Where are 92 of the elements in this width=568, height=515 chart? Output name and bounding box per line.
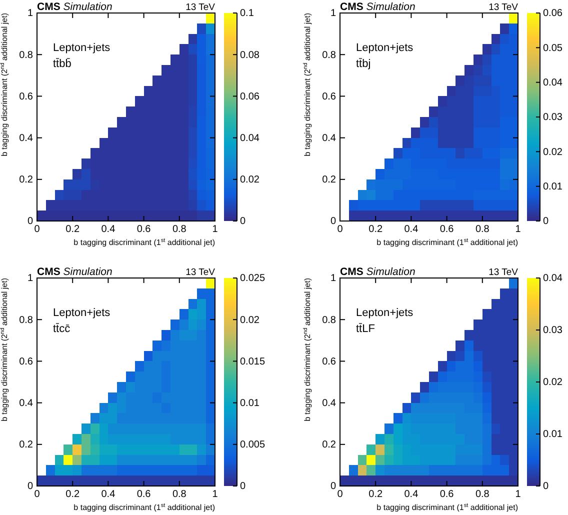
x-tick-label: 0.4 <box>404 224 419 236</box>
y-tick-label: 0 <box>330 481 336 492</box>
color-bar-label: 0.03 <box>543 325 563 336</box>
color-bar-label: 0 <box>543 481 549 492</box>
x-axis-title: b tagging discriminant (1$^{st}$ additional jet) <box>74 503 216 512</box>
annotation: 13 TeV <box>186 2 216 13</box>
color-bar-label: 0.06 <box>543 8 563 20</box>
x-tick-label: 0 <box>34 489 40 500</box>
color-bar-label: 0.04 <box>543 273 563 284</box>
color-bar-label: 0.02 <box>543 377 563 388</box>
annotation: tt̄LF <box>356 322 376 335</box>
annotation: tt̄bb̄ <box>53 57 72 70</box>
x-tick-label: 0.2 <box>66 489 80 500</box>
chart-title: CMS Simulation <box>37 266 112 278</box>
annotation: 13 TeV <box>186 267 216 278</box>
color-bar-label: 0.03 <box>543 112 563 124</box>
color-bar-label: 0 <box>240 216 246 228</box>
x-tick-label: 0.8 <box>172 224 187 236</box>
y-tick-label: 0 <box>27 481 34 492</box>
annotation: Lepton+jets <box>356 307 414 319</box>
color-bar-label: 0.02 <box>240 174 260 186</box>
color-bar-label: 0.05 <box>543 42 563 54</box>
y-tick-label: 1 <box>330 8 336 20</box>
x-axis-title: b tagging discriminant (1$^{st}$ additional jet) <box>376 238 518 247</box>
annotation: tt̄bj <box>356 58 371 70</box>
annotation: Lepton+jets <box>53 307 111 319</box>
x-tick-label: 0.6 <box>136 489 152 500</box>
x-tick-label: 0.8 <box>475 489 490 500</box>
chart-title: CMS Simulation <box>340 1 416 13</box>
annotation: Lepton+jets <box>356 42 414 54</box>
color-bar-label: 0.015 <box>240 356 266 368</box>
annotation: 13 TeV <box>488 267 519 278</box>
chart-title: CMS Simulation <box>340 266 416 278</box>
x-tick-label: 1 <box>212 489 218 500</box>
color-bar-label: 0.02 <box>543 146 563 158</box>
x-tick-label: 0.8 <box>172 489 187 500</box>
y-tick-label: 0.2 <box>19 174 34 186</box>
x-tick-label: 0.4 <box>101 224 116 236</box>
color-bar-label: 0.06 <box>240 91 260 102</box>
y-tick-label: 0.4 <box>322 133 336 144</box>
y-tick-label: 0.4 <box>19 133 34 144</box>
y-tick-label: 1 <box>330 273 336 284</box>
x-tick-label: 0.6 <box>440 224 454 236</box>
color-bar-label: 0.04 <box>240 133 260 144</box>
chart-title: CMS Simulation <box>37 1 112 13</box>
x-tick-label: 0 <box>337 489 344 500</box>
x-tick-label: 0 <box>34 224 40 236</box>
x-tick-label: 0.6 <box>136 224 152 236</box>
y-tick-label: 0.8 <box>322 50 336 61</box>
x-tick-label: 0.6 <box>440 489 454 500</box>
x-tick-label: 0 <box>337 224 344 236</box>
y-tick-label: 0.2 <box>322 174 336 186</box>
y-tick-label: 0.6 <box>19 91 34 102</box>
x-tick-label: 1 <box>515 489 522 500</box>
y-tick-label: 1 <box>27 8 34 20</box>
y-tick-label: 0.2 <box>19 440 34 451</box>
y-tick-label: 0.8 <box>322 314 336 326</box>
color-bar-label: 0.04 <box>543 78 563 89</box>
color-bar-label: 0 <box>240 481 246 492</box>
x-tick-label: 0.4 <box>101 489 116 500</box>
y-tick-label: 0.8 <box>19 314 34 326</box>
color-bar-label: 0.01 <box>543 429 563 440</box>
color-bar-label: 0.005 <box>240 440 266 451</box>
y-tick-label: 0.6 <box>322 356 336 368</box>
annotation: tt̄cc̄ <box>53 322 71 335</box>
color-bar-label: 0.1 <box>240 8 254 20</box>
y-tick-label: 1 <box>27 273 34 284</box>
y-tick-label: 0.6 <box>19 356 34 368</box>
y-tick-label: 0.2 <box>322 440 336 451</box>
y-tick-label: 0.4 <box>19 398 34 409</box>
x-tick-label: 0.2 <box>368 224 383 236</box>
color-bar-label: 0.01 <box>543 182 563 193</box>
y-tick-label: 0 <box>27 216 34 228</box>
x-tick-label: 1 <box>515 224 522 236</box>
y-tick-label: 0 <box>330 216 336 228</box>
y-tick-label: 0.4 <box>322 398 336 409</box>
color-bar-label: 0.08 <box>240 50 260 61</box>
x-axis-title: b tagging discriminant (1$^{st}$ additional jet) <box>74 238 216 247</box>
annotation: Lepton+jets <box>53 42 111 54</box>
color-bar-label: 0.01 <box>240 398 260 409</box>
x-tick-label: 0.2 <box>66 224 80 236</box>
color-bar-label: 0 <box>543 216 549 228</box>
color-bar-label: 0.02 <box>240 314 260 326</box>
x-tick-label: 0.4 <box>404 489 419 500</box>
x-tick-label: 0.8 <box>475 224 490 236</box>
x-axis-title: b tagging discriminant (1$^{st}$ additional jet) <box>376 503 518 512</box>
annotation: 13 TeV <box>488 2 519 13</box>
y-tick-label: 0.8 <box>19 50 34 61</box>
x-tick-label: 0.2 <box>368 489 383 500</box>
x-tick-label: 1 <box>212 224 218 236</box>
color-bar-label: 0.025 <box>240 273 266 284</box>
y-tick-label: 0.6 <box>322 91 336 102</box>
